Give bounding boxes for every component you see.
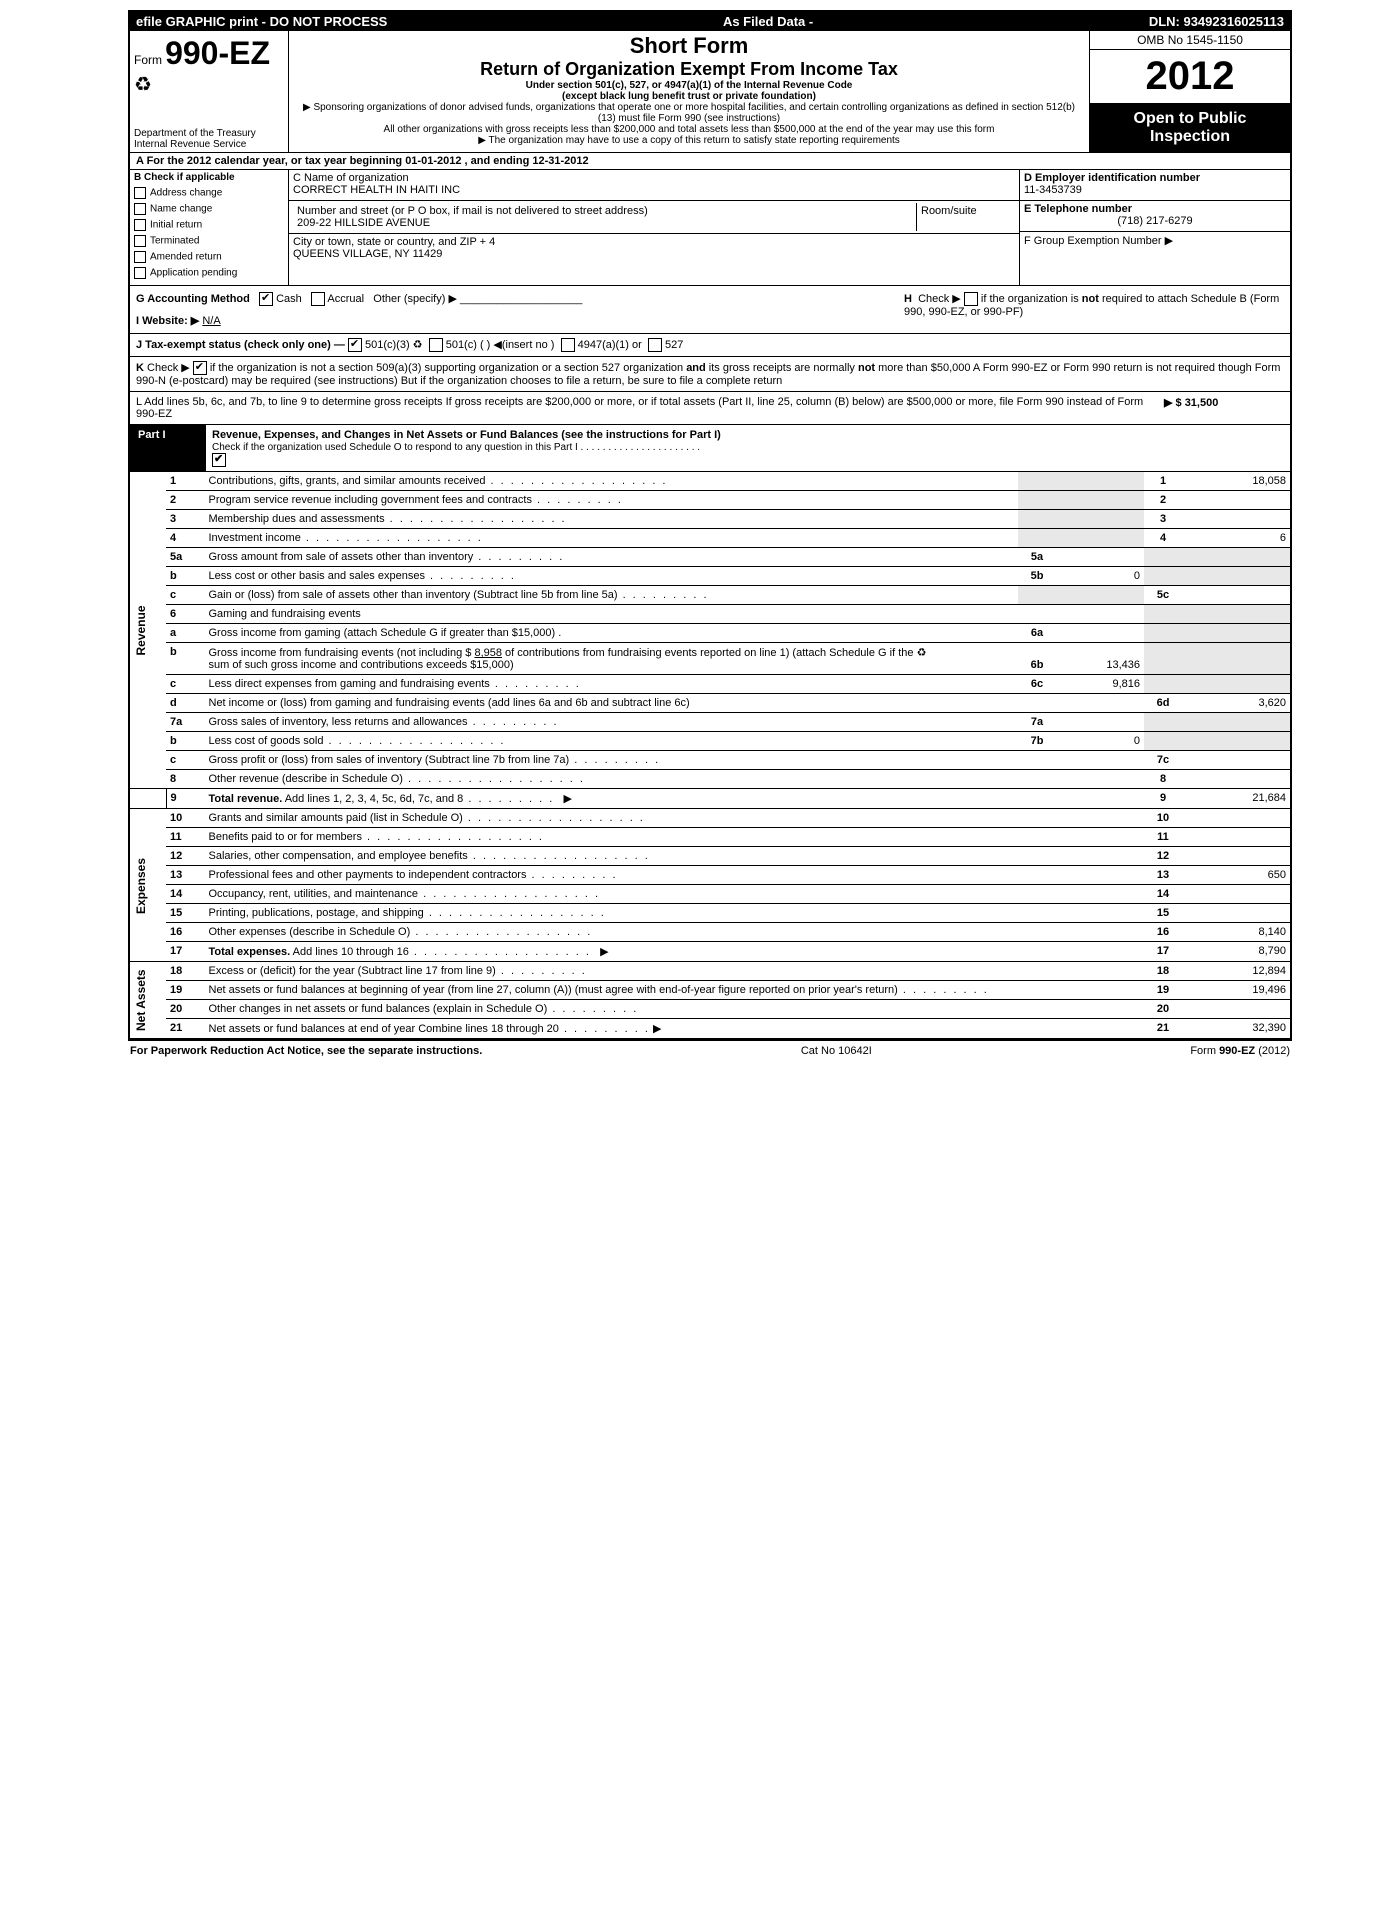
k-text: if the organization is not a section 509… <box>136 362 1280 387</box>
gh-block: G Accounting Method Cash Accrual Other (… <box>130 286 1290 334</box>
topbar-left: efile GRAPHIC print - DO NOT PROCESS <box>136 14 387 29</box>
c-city-label: City or town, state or country, and ZIP … <box>293 236 1015 248</box>
header: Form 990-EZ ♻ Department of the Treasury… <box>130 31 1290 153</box>
g-label: G Accounting Method <box>136 293 250 305</box>
chk-cash[interactable] <box>259 292 273 306</box>
e-label: E Telephone number <box>1024 203 1286 215</box>
header-left: Form 990-EZ ♻ Department of the Treasury… <box>130 31 289 152</box>
title-return: Return of Organization Exempt From Incom… <box>295 59 1083 80</box>
subtitle-1: Under section 501(c), 527, or 4947(a)(1)… <box>295 80 1083 91</box>
part1-label: Part I <box>130 425 206 471</box>
c-name-label: C Name of organization <box>293 172 1015 184</box>
footer-right: Form 990-EZ (2012) <box>1190 1045 1290 1057</box>
l-block: L Add lines 5b, 6c, and 7b, to line 9 to… <box>130 392 1290 425</box>
dept-1: Department of the Treasury <box>134 128 256 139</box>
row-a: A For the 2012 calendar year, or tax yea… <box>130 153 1290 170</box>
footer-left: For Paperwork Reduction Act Notice, see … <box>130 1045 482 1057</box>
form-number: 990-EZ <box>165 35 270 71</box>
recycle-icon: ♻ <box>134 72 152 97</box>
chk-part1-scho[interactable] <box>212 453 226 467</box>
chk-app-pending[interactable]: Application pending <box>134 267 284 279</box>
title-short-form: Short Form <box>295 33 1083 59</box>
org-name: CORRECT HEALTH IN HAITI INC <box>293 184 1015 196</box>
chk-527[interactable] <box>648 338 662 352</box>
chk-accrual[interactable] <box>311 292 325 306</box>
note-3: ▶ The organization may have to use a cop… <box>295 135 1083 146</box>
topbar: efile GRAPHIC print - DO NOT PROCESS As … <box>130 12 1290 31</box>
chk-501c[interactable] <box>429 338 443 352</box>
j-row: J Tax-exempt status (check only one) — 5… <box>130 334 1290 357</box>
chk-initial-return[interactable]: Initial return <box>134 219 284 231</box>
part1-title: Revenue, Expenses, and Changes in Net As… <box>212 429 721 441</box>
open-to-public: Open to Public Inspection <box>1090 104 1290 152</box>
phone: (718) 217-6279 <box>1024 215 1286 227</box>
tax-year: 2012 <box>1090 50 1290 104</box>
note-1: ▶ Sponsoring organizations of donor advi… <box>295 102 1083 124</box>
col-c: C Name of organization CORRECT HEALTH IN… <box>289 170 1019 285</box>
c-room-label: Room/suite <box>921 205 1011 217</box>
footer: For Paperwork Reduction Act Notice, see … <box>124 1041 1296 1061</box>
chk-4947[interactable] <box>561 338 575 352</box>
chk-h[interactable] <box>964 292 978 306</box>
l-val: ▶ $ 31,500 <box>1164 396 1284 420</box>
chk-501c3[interactable] <box>348 338 362 352</box>
k-block: K Check ▶ if the organization is not a s… <box>130 357 1290 392</box>
note-2: All other organizations with gross recei… <box>295 124 1083 135</box>
ein: 11-3453739 <box>1024 184 1286 196</box>
org-street: 209-22 HILLSIDE AVENUE <box>297 217 912 229</box>
form-container: efile GRAPHIC print - DO NOT PROCESS As … <box>128 10 1292 1041</box>
topbar-right: DLN: 93492316025113 <box>1149 14 1284 29</box>
expenses-sidelabel: Expenses <box>130 809 166 962</box>
org-city: QUEENS VILLAGE, NY 11429 <box>293 248 1015 260</box>
dept-2: Internal Revenue Service <box>134 139 256 150</box>
col-b-title: B Check if applicable <box>134 172 284 183</box>
header-right: OMB No 1545-1150 2012 Open to Public Ins… <box>1090 31 1290 152</box>
website: N/A <box>202 315 220 327</box>
omb-no: OMB No 1545-1150 <box>1090 31 1290 50</box>
line9-text: Total revenue. <box>209 793 283 805</box>
l-text: L Add lines 5b, 6c, and 7b, to line 9 to… <box>136 396 1164 420</box>
netassets-sidelabel: Net Assets <box>130 962 166 1039</box>
topbar-center: As Filed Data - <box>723 14 813 29</box>
part1-sub: Check if the organization used Schedule … <box>212 442 700 453</box>
subtitle-2: (except black lung benefit trust or priv… <box>295 91 1083 102</box>
i-label: I Website: ▶ <box>136 315 199 327</box>
h-text: H Check ▶ if the organization is not req… <box>904 292 1284 327</box>
col-b: B Check if applicable Address change Nam… <box>130 170 289 285</box>
lines-table: Revenue 1 Contributions, gifts, grants, … <box>130 472 1290 1039</box>
part1-header: Part I Revenue, Expenses, and Changes in… <box>130 425 1290 472</box>
chk-name-change[interactable]: Name change <box>134 203 284 215</box>
chk-k[interactable] <box>193 361 207 375</box>
header-center: Short Form Return of Organization Exempt… <box>289 31 1090 152</box>
c-street-label: Number and street (or P O box, if mail i… <box>297 205 912 217</box>
form-prefix: Form <box>134 53 162 67</box>
f-label: F Group Exemption Number ▶ <box>1024 234 1286 247</box>
chk-address-change[interactable]: Address change <box>134 187 284 199</box>
col-de: D Employer identification number 11-3453… <box>1019 170 1290 285</box>
d-label: D Employer identification number <box>1024 172 1286 184</box>
section-bcde: B Check if applicable Address change Nam… <box>130 170 1290 286</box>
revenue-sidelabel: Revenue <box>130 472 166 789</box>
chk-terminated[interactable]: Terminated <box>134 235 284 247</box>
chk-amended[interactable]: Amended return <box>134 251 284 263</box>
footer-center: Cat No 10642I <box>801 1045 872 1057</box>
